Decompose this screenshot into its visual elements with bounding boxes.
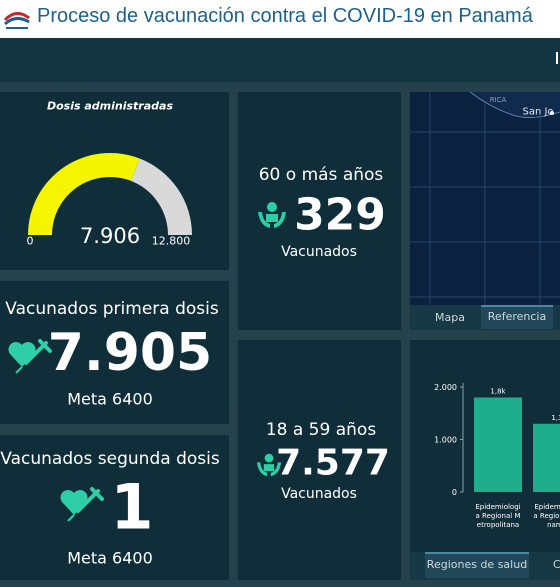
y-tick-label: 0 bbox=[452, 488, 457, 497]
card-title: Vacunados segunda dosis bbox=[0, 449, 220, 469]
card: Vacunados primera dosis 7.905 Meta 6400 bbox=[0, 281, 229, 424]
y-tick-label: 1.000 bbox=[434, 436, 457, 445]
gauge-max: 12.800 bbox=[151, 234, 191, 248]
card-value: 1 bbox=[110, 470, 154, 544]
card-title: Vacunados primera dosis bbox=[5, 299, 219, 319]
card-icon bbox=[8, 339, 52, 374]
card-icon bbox=[60, 487, 104, 522]
tab-active[interactable]: Regiones de salud bbox=[425, 552, 529, 578]
card-footer: Vacunados bbox=[281, 486, 357, 502]
card-value: 7.905 bbox=[47, 323, 213, 383]
card-icon bbox=[258, 202, 286, 228]
map bbox=[410, 92, 560, 305]
chart-panel: 0 1.000 2.000 1,8k 1,3 Regiones de salud C E… bbox=[410, 340, 560, 580]
header: Proceso de vacunación contra el COVID-19… bbox=[0, 0, 560, 38]
card-value: 7.577 bbox=[276, 442, 390, 484]
gauge-min: 0 bbox=[26, 234, 34, 248]
x-tick-label: Epidemiologia Regional Panamá bbox=[533, 503, 560, 529]
bar-chart: 0 1.000 2.000 1,8k 1,3 bbox=[434, 383, 560, 497]
menu-edge bbox=[556, 52, 558, 64]
gauge bbox=[28, 153, 192, 235]
map-tabs: Mapa Referencia bbox=[410, 305, 560, 330]
card-title: 60 o más años bbox=[258, 165, 384, 185]
card-title: 18 a 59 años bbox=[265, 420, 377, 440]
tab-active[interactable]: Referencia bbox=[481, 305, 553, 329]
gauge-value: 7.906 bbox=[79, 224, 141, 248]
tab[interactable]: Mapa bbox=[435, 311, 465, 324]
gauge-panel: Dosis administradas 0 7.906 12.800 bbox=[0, 92, 229, 270]
map-label: San Jo bbox=[522, 106, 554, 118]
bar bbox=[474, 397, 522, 492]
card-footer: Meta 6400 bbox=[67, 548, 153, 568]
card-footer: Meta 6400 bbox=[67, 389, 153, 409]
card: 60 o más años 329 Vacunados bbox=[238, 92, 401, 330]
tab[interactable]: C bbox=[553, 558, 560, 571]
logo bbox=[3, 12, 30, 29]
card-icon bbox=[256, 453, 282, 477]
map-panel: RICA San Jo Mapa Referencia bbox=[410, 92, 560, 330]
gauge-track bbox=[130, 158, 192, 235]
map-label: RICA bbox=[489, 96, 507, 104]
x-tick-label: Epidemiologia Regional Metropolitana bbox=[475, 503, 521, 529]
card-footer: Vacunados bbox=[281, 244, 357, 260]
toolbar bbox=[0, 38, 560, 82]
bar bbox=[533, 423, 560, 492]
chart-tabs: Regiones de salud C bbox=[410, 552, 560, 580]
card: 18 a 59 años 7.577 Vacunados bbox=[238, 340, 401, 580]
value-label: 1,8k bbox=[490, 388, 506, 396]
card: Vacunados segunda dosis 1 Meta 6400 bbox=[0, 435, 229, 580]
y-tick-label: 2.000 bbox=[434, 383, 457, 392]
gauge-title: Dosis administradas bbox=[46, 99, 174, 113]
gauge-fill bbox=[28, 153, 140, 235]
card-value: 329 bbox=[294, 189, 386, 241]
value-label: 1,3 bbox=[551, 414, 560, 422]
page-title: Proceso de vacunación contra el COVID-19… bbox=[37, 5, 533, 27]
